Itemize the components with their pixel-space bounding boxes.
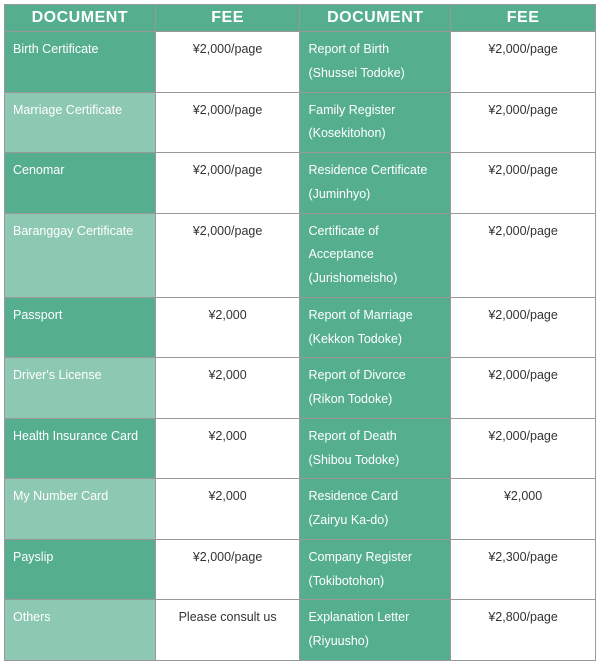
fee-right-cell: ¥2,000/page [451,213,596,297]
table-row: Birth Certificate¥2,000/pageReport of Bi… [5,32,596,93]
fee-left-cell: ¥2,000/page [155,153,300,214]
fee-right-cell: ¥2,000/page [451,297,596,358]
table-row: Baranggay Certificate¥2,000/pageCertific… [5,213,596,297]
fee-right-cell: ¥2,800/page [451,600,596,661]
doc-right-cell: Residence Card(Zairyu Ka-do) [300,479,451,540]
fee-left-cell: ¥2,000/page [155,539,300,600]
fee-left-cell: ¥2,000 [155,479,300,540]
table-row: My Number Card¥2,000Residence Card(Zairy… [5,479,596,540]
fee-right-cell: ¥2,000/page [451,32,596,93]
fee-right-cell: ¥2,000 [451,479,596,540]
doc-left-cell: Cenomar [5,153,156,214]
fee-left-cell: ¥2,000/page [155,92,300,153]
fee-table-body: Birth Certificate¥2,000/pageReport of Bi… [5,32,596,661]
doc-right-cell: Family Register(Kosekitohon) [300,92,451,153]
doc-right-cell: Certificate ofAcceptance(Jurishomeisho) [300,213,451,297]
doc-left-cell: Payslip [5,539,156,600]
doc-right-cell: Residence Certificate(Juminhyo) [300,153,451,214]
doc-right-cell: Company Register(Tokibotohon) [300,539,451,600]
table-row: Payslip¥2,000/pageCompany Register(Tokib… [5,539,596,600]
table-row: Driver's License¥2,000Report of Divorce(… [5,358,596,419]
header-fee-right: FEE [451,5,596,32]
fee-left-cell: ¥2,000/page [155,213,300,297]
header-fee-left: FEE [155,5,300,32]
fee-right-cell: ¥2,000/page [451,418,596,479]
table-row: Cenomar¥2,000/pageResidence Certificate(… [5,153,596,214]
table-row: Passport¥2,000Report of Marriage(Kekkon … [5,297,596,358]
fee-right-cell: ¥2,300/page [451,539,596,600]
fee-right-cell: ¥2,000/page [451,358,596,419]
table-row: Marriage Certificate¥2,000/pageFamily Re… [5,92,596,153]
doc-right-cell: Report of Death(Shibou Todoke) [300,418,451,479]
doc-left-cell: Marriage Certificate [5,92,156,153]
header-row: DOCUMENT FEE DOCUMENT FEE [5,5,596,32]
fee-left-cell: Please consult us [155,600,300,661]
doc-left-cell: Driver's License [5,358,156,419]
fee-table: DOCUMENT FEE DOCUMENT FEE Birth Certific… [4,4,596,661]
fee-left-cell: ¥2,000 [155,297,300,358]
doc-left-cell: Health Insurance Card [5,418,156,479]
doc-left-cell: My Number Card [5,479,156,540]
doc-right-cell: Report of Birth(Shussei Todoke) [300,32,451,93]
doc-right-cell: Report of Divorce(Rikon Todoke) [300,358,451,419]
doc-right-cell: Explanation Letter(Riyuusho) [300,600,451,661]
doc-left-cell: Passport [5,297,156,358]
fee-right-cell: ¥2,000/page [451,92,596,153]
fee-right-cell: ¥2,000/page [451,153,596,214]
table-row: Health Insurance Card¥2,000Report of Dea… [5,418,596,479]
fee-left-cell: ¥2,000 [155,418,300,479]
doc-left-cell: Others [5,600,156,661]
table-row: OthersPlease consult usExplanation Lette… [5,600,596,661]
header-document-left: DOCUMENT [5,5,156,32]
header-document-right: DOCUMENT [300,5,451,32]
doc-left-cell: Baranggay Certificate [5,213,156,297]
fee-left-cell: ¥2,000 [155,358,300,419]
fee-left-cell: ¥2,000/page [155,32,300,93]
doc-left-cell: Birth Certificate [5,32,156,93]
doc-right-cell: Report of Marriage(Kekkon Todoke) [300,297,451,358]
